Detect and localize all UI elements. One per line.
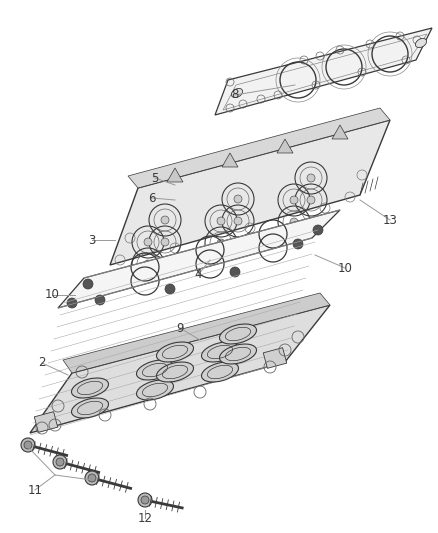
Polygon shape [215, 28, 432, 115]
Ellipse shape [219, 344, 257, 364]
Circle shape [307, 174, 315, 182]
Circle shape [161, 238, 169, 246]
Ellipse shape [137, 380, 173, 400]
Text: 3: 3 [88, 233, 95, 246]
Ellipse shape [201, 342, 239, 362]
Text: 10: 10 [45, 288, 60, 302]
Bar [263, 348, 287, 368]
Circle shape [83, 279, 93, 289]
Polygon shape [58, 210, 340, 308]
Text: 13: 13 [382, 214, 397, 227]
Circle shape [141, 496, 149, 504]
Circle shape [293, 239, 303, 249]
Text: 8: 8 [231, 88, 239, 101]
Circle shape [85, 471, 99, 485]
Circle shape [290, 218, 298, 226]
Ellipse shape [156, 342, 194, 362]
Polygon shape [277, 139, 293, 153]
Ellipse shape [231, 88, 243, 98]
Circle shape [53, 455, 67, 469]
Circle shape [21, 438, 35, 452]
Polygon shape [30, 305, 330, 433]
Ellipse shape [137, 360, 173, 380]
Bar [34, 411, 58, 432]
Circle shape [165, 284, 175, 294]
Ellipse shape [201, 362, 239, 382]
Text: 6: 6 [148, 191, 156, 205]
Polygon shape [110, 120, 390, 265]
Text: 9: 9 [176, 321, 184, 335]
Polygon shape [128, 108, 390, 188]
Ellipse shape [415, 38, 427, 47]
Circle shape [230, 267, 240, 277]
Circle shape [161, 216, 169, 224]
Polygon shape [167, 168, 183, 182]
Text: 5: 5 [151, 172, 159, 184]
Circle shape [217, 217, 225, 225]
Polygon shape [63, 293, 330, 373]
Circle shape [67, 298, 77, 308]
Circle shape [56, 458, 64, 466]
Circle shape [95, 295, 105, 305]
Ellipse shape [156, 362, 194, 382]
Circle shape [234, 217, 242, 225]
Circle shape [234, 195, 242, 203]
Polygon shape [222, 153, 238, 167]
Text: 10: 10 [338, 262, 353, 274]
Circle shape [290, 196, 298, 204]
Circle shape [144, 238, 152, 246]
Text: 2: 2 [38, 357, 46, 369]
Circle shape [307, 196, 315, 204]
Text: 12: 12 [138, 512, 152, 524]
Polygon shape [332, 125, 348, 139]
Ellipse shape [219, 324, 257, 344]
Circle shape [24, 441, 32, 449]
Ellipse shape [71, 378, 109, 398]
Circle shape [88, 474, 96, 482]
Circle shape [217, 239, 225, 247]
Circle shape [138, 493, 152, 507]
Circle shape [313, 225, 323, 235]
Circle shape [144, 260, 152, 268]
Text: 4: 4 [194, 269, 202, 281]
Ellipse shape [71, 398, 109, 418]
Text: 11: 11 [28, 483, 42, 497]
